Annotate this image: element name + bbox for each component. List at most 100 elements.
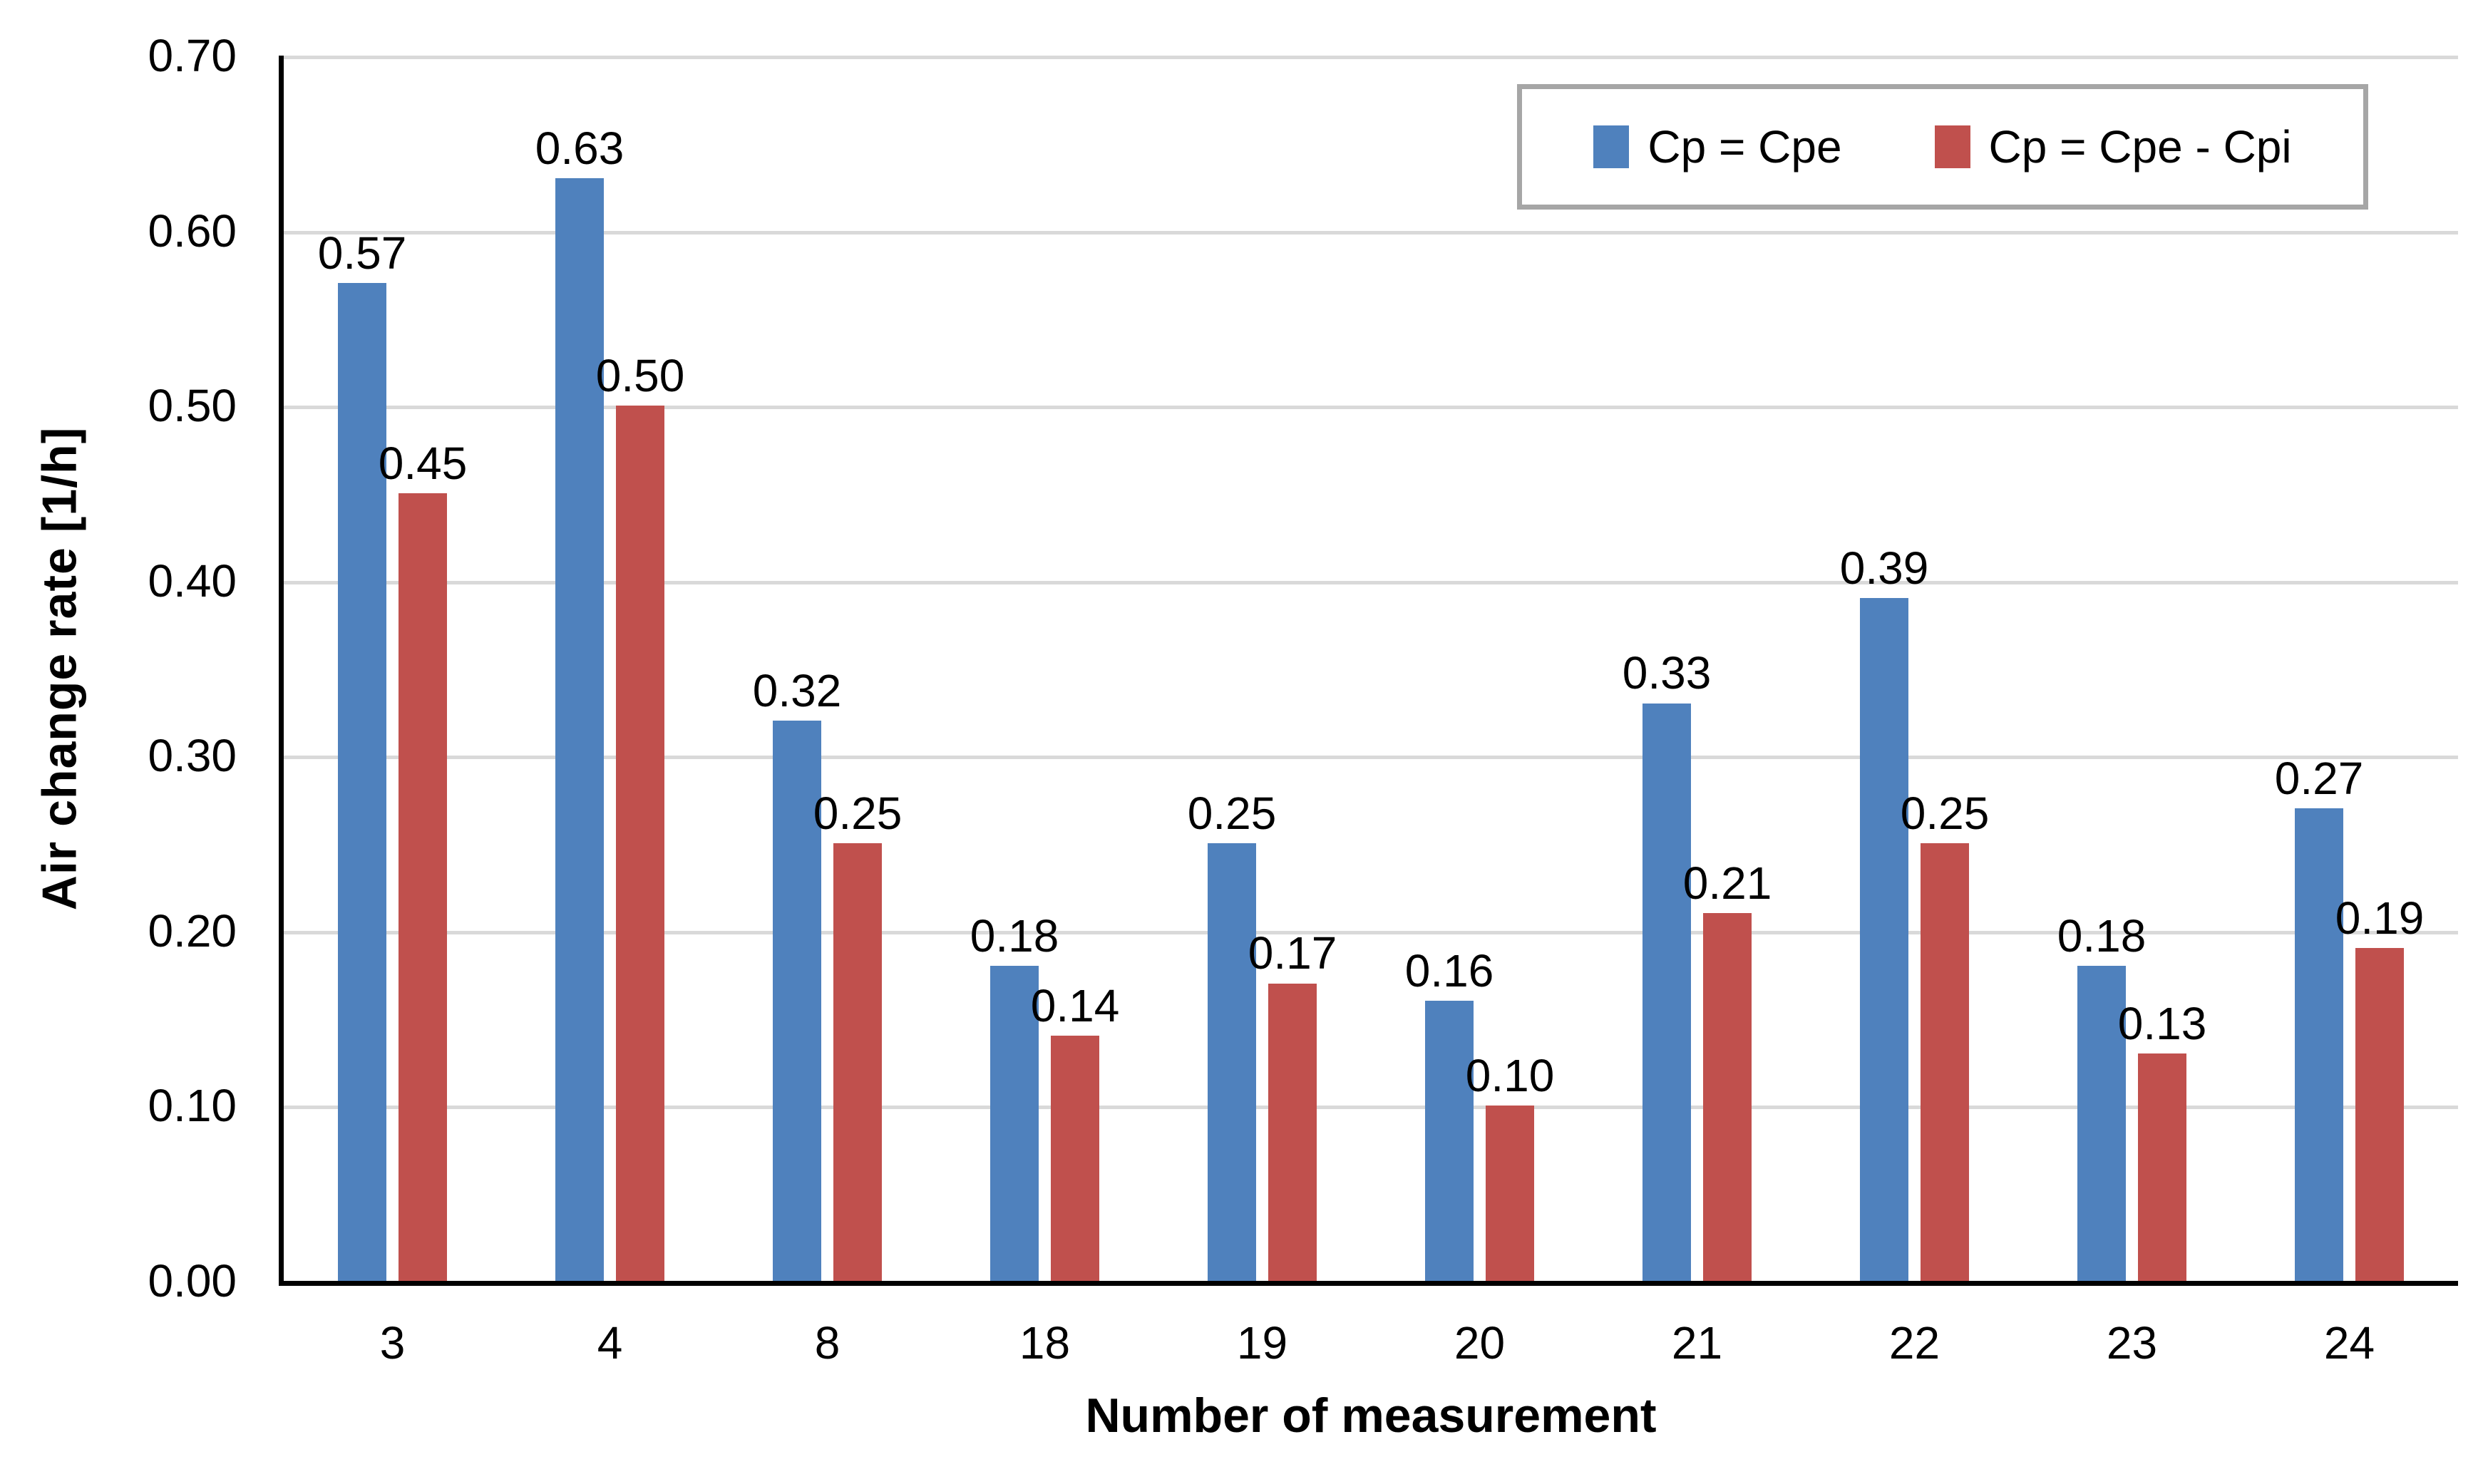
bar-data-label: 0.17 — [1248, 927, 1337, 979]
bar-group-23: 0.18 0.13 — [2023, 56, 2241, 1281]
bar-wrap: 0.57 — [318, 229, 406, 1281]
bar-group-18: 0.18 0.14 — [936, 56, 1153, 1281]
bar-wrap: 0.25 — [1901, 789, 1989, 1281]
bar-data-label: 0.27 — [2274, 752, 2364, 804]
bar-cp-cpe — [990, 965, 1039, 1281]
bar-cp-cpe-cpi — [1486, 1106, 1534, 1281]
bar-cp-cpe — [2295, 808, 2343, 1281]
bar-wrap: 0.33 — [1623, 649, 1711, 1281]
bar-group-4: 0.63 0.50 — [501, 56, 719, 1281]
x-category-label: 8 — [814, 1317, 840, 1369]
x-category-label: 3 — [379, 1317, 406, 1369]
legend-item: Cp = Cpe - Cpi — [1934, 121, 2292, 172]
bar-wrap: 0.25 — [1188, 789, 1276, 1281]
y-tick-label: 0.60 — [148, 205, 237, 257]
x-category-label: 24 — [2323, 1317, 2375, 1369]
x-category-label: 21 — [1671, 1317, 1723, 1369]
bar-data-label: 0.21 — [1682, 857, 1772, 910]
bar-cp-cpe — [1425, 1001, 1474, 1281]
legend: Cp = Cpe Cp = Cpe - Cpi — [1517, 84, 2368, 210]
bar-wrap: 0.19 — [2335, 895, 2424, 1281]
gridline — [284, 406, 2458, 409]
y-tick-label: 0.70 — [148, 30, 237, 81]
bar-data-label: 0.45 — [378, 437, 468, 489]
x-category-label: 20 — [1454, 1317, 1506, 1369]
bar-wrap: 0.27 — [2275, 754, 2363, 1281]
bar-cp-cpe-cpi — [2355, 948, 2404, 1281]
bar-data-label: 0.63 — [535, 122, 624, 174]
bar-data-label: 0.39 — [1839, 542, 1929, 594]
bar-wrap: 0.14 — [1031, 981, 1119, 1281]
bar-cp-cpe-cpi — [1921, 843, 1969, 1281]
legend-label: Cp = Cpe - Cpi — [1988, 121, 2292, 172]
bar-data-label: 0.18 — [970, 910, 1059, 962]
x-category-label: 22 — [1888, 1317, 1940, 1369]
bar-cp-cpe-cpi — [399, 493, 447, 1281]
bar-cp-cpe-cpi — [1268, 983, 1317, 1281]
bar-data-label: 0.25 — [813, 787, 903, 839]
bar-wrap: 0.10 — [1466, 1052, 1554, 1281]
x-axis-category-labels: 3 4 8 18 19 20 21 22 23 24 — [284, 1320, 2458, 1366]
x-category-label: 23 — [2106, 1317, 2158, 1369]
bar-data-label: 0.13 — [2117, 997, 2207, 1049]
y-tick-label: 0.30 — [148, 730, 237, 782]
bar-cp-cpe — [2077, 965, 2126, 1281]
bar-group-21: 0.33 0.21 — [1588, 56, 1806, 1281]
gridline — [284, 756, 2458, 759]
bar-cp-cpe-cpi — [616, 406, 664, 1281]
bar-cp-cpe — [555, 177, 604, 1281]
gridline — [284, 931, 2458, 934]
x-axis-title: Number of measurement — [1085, 1388, 1657, 1443]
legend-label: Cp = Cpe — [1647, 121, 1842, 172]
bar-wrap: 0.21 — [1683, 859, 1772, 1281]
bar-cp-cpe — [1208, 843, 1256, 1281]
bar-data-label: 0.14 — [1030, 980, 1120, 1032]
gridline — [284, 1106, 2458, 1109]
bar-group-22: 0.39 0.25 — [1806, 56, 2023, 1281]
y-tick-label: 0.10 — [148, 1080, 237, 1132]
bar-cp-cpe-cpi — [2138, 1053, 2186, 1281]
bar-wrap: 0.16 — [1405, 947, 1494, 1281]
x-category-label: 18 — [1019, 1317, 1071, 1369]
bar-wrap: 0.39 — [1840, 544, 1928, 1281]
bar-data-label: 0.50 — [595, 349, 685, 401]
gridline — [284, 581, 2458, 584]
plot-area: 0.57 0.45 0.63 0.50 0.32 0.25 0.18 0.14 0.25 0.17… — [279, 56, 2458, 1286]
gridline — [284, 231, 2458, 235]
bar-wrap: 0.17 — [1248, 929, 1337, 1281]
bar-data-label: 0.16 — [1404, 944, 1494, 996]
bar-cp-cpe — [1643, 703, 1691, 1281]
bar-wrap: 0.18 — [2057, 912, 2146, 1281]
y-tick-label: 0.40 — [148, 555, 237, 607]
bar-cp-cpe-cpi — [833, 843, 882, 1281]
y-axis-tick-labels: 0.00 0.10 0.20 0.30 0.40 0.50 0.60 0.70 — [0, 33, 237, 1304]
x-category-label: 4 — [597, 1317, 623, 1369]
bar-data-label: 0.10 — [1465, 1050, 1555, 1102]
bar-groups: 0.57 0.45 0.63 0.50 0.32 0.25 0.18 0.14 0.25 0.17… — [284, 56, 2458, 1281]
bar-wrap: 0.45 — [379, 439, 467, 1281]
bar-cp-cpe-cpi — [1051, 1036, 1099, 1281]
bar-wrap: 0.25 — [813, 789, 902, 1281]
bar-wrap: 0.50 — [596, 351, 684, 1281]
bar-wrap: 0.63 — [535, 124, 624, 1281]
bar-wrap: 0.13 — [2118, 999, 2206, 1281]
y-tick-label: 0.50 — [148, 380, 237, 432]
y-tick-label: 0.00 — [148, 1255, 237, 1307]
legend-swatch-icon — [1593, 125, 1630, 168]
bar-data-label: 0.19 — [2335, 892, 2425, 944]
bar-cp-cpe — [1860, 598, 1908, 1281]
legend-swatch-icon — [1934, 125, 1970, 168]
bar-group-24: 0.27 0.19 — [2241, 56, 2458, 1281]
bar-data-label: 0.25 — [1187, 787, 1277, 839]
bar-group-19: 0.25 0.17 — [1153, 56, 1371, 1281]
legend-item: Cp = Cpe — [1593, 121, 1842, 172]
bar-group-3: 0.57 0.45 — [284, 56, 501, 1281]
bar-group-8: 0.32 0.25 — [719, 56, 936, 1281]
bar-data-label: 0.33 — [1622, 647, 1712, 699]
bar-wrap: 0.32 — [753, 666, 841, 1281]
bar-wrap: 0.18 — [970, 912, 1059, 1281]
bar-cp-cpe-cpi — [1703, 913, 1752, 1281]
bar-data-label: 0.57 — [317, 227, 407, 279]
gridline — [284, 56, 2458, 59]
